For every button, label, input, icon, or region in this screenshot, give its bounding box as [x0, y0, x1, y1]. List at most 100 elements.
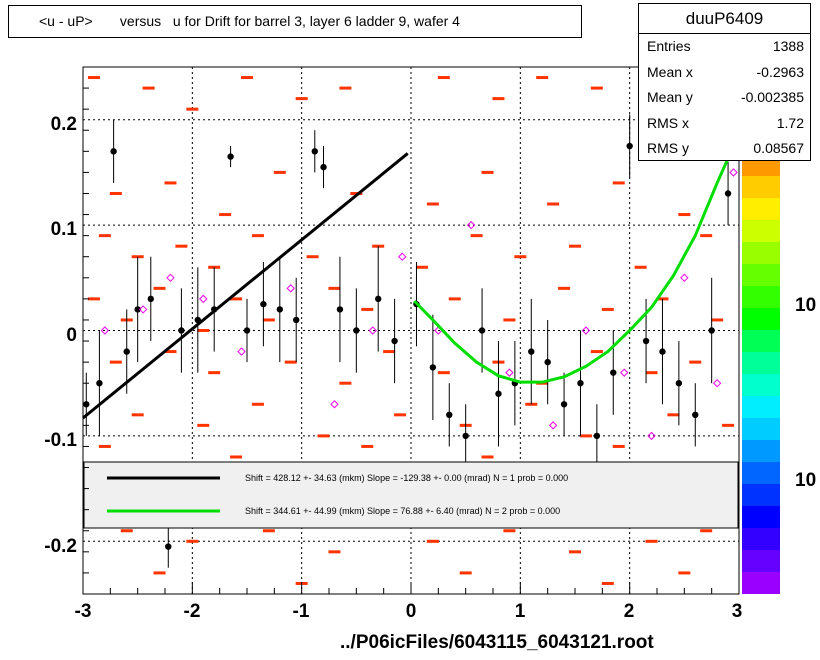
profile-point — [110, 148, 117, 155]
x-tick-label: 1 — [515, 601, 526, 622]
plot-title: <u - uP> versus u for Drift for barrel 3… — [8, 5, 582, 38]
stats-title: duuP6409 — [639, 4, 810, 34]
histogram-cell — [262, 318, 275, 322]
file-path-label: ../P06icFiles/6043115_6043121.root — [340, 632, 654, 653]
histogram-cell — [503, 318, 516, 322]
histogram-cell — [667, 413, 680, 417]
profile-point — [147, 295, 154, 303]
profile-point — [462, 432, 469, 440]
open-marker — [647, 431, 656, 441]
profile-point — [320, 163, 327, 171]
open-marker — [166, 273, 175, 283]
histogram-cell — [241, 76, 253, 80]
profile-point — [96, 380, 103, 387]
profile-point — [336, 306, 344, 313]
histogram-cell — [186, 107, 199, 111]
profile-point — [429, 364, 437, 371]
profile-point — [495, 390, 502, 397]
profile-point — [353, 327, 360, 334]
profile-point — [478, 327, 486, 334]
fit-lines — [82, 145, 735, 420]
histogram-cell — [87, 297, 100, 301]
open-marker — [199, 294, 208, 304]
stats-value: -0.002385 — [740, 89, 804, 105]
stats-row: Mean y -0.002385 — [639, 85, 810, 111]
histogram-cell — [273, 170, 286, 174]
open-marker — [619, 368, 629, 377]
stats-box: duuP6409 Entries 1388 Mean x -0.2963 Mea… — [638, 3, 811, 161]
histogram-cell — [612, 444, 625, 448]
histogram-cell — [153, 286, 166, 290]
profile-point — [123, 348, 130, 355]
histogram-cell — [186, 539, 199, 543]
stats-row: Mean x -0.2963 — [639, 60, 810, 86]
open-marker — [138, 305, 148, 314]
open-marker — [729, 168, 738, 177]
histogram-cell — [251, 234, 264, 238]
profile-point — [610, 369, 617, 376]
open-marker — [330, 400, 339, 409]
stats-value: 1.72 — [776, 114, 804, 131]
histogram-cell — [678, 571, 691, 575]
histogram-cell — [142, 86, 155, 90]
fit-legend: Shift = 428.12 +- 34.63 (mkm) Slope = -1… — [83, 461, 739, 529]
histogram-cell — [601, 581, 614, 585]
histogram-cell — [120, 529, 133, 533]
histogram-cell — [558, 286, 571, 290]
profile-point — [659, 348, 666, 355]
histogram-cell — [295, 97, 308, 101]
histogram-cell — [503, 529, 516, 533]
histogram-cell — [317, 434, 330, 438]
histogram-cell — [197, 329, 210, 332]
legend-box — [83, 461, 739, 529]
histogram-cell — [98, 234, 111, 238]
profile-point — [560, 401, 568, 408]
profile-point — [134, 306, 141, 313]
profile-point — [311, 148, 318, 155]
stats-key: RMS x — [647, 114, 689, 131]
histogram-cell — [394, 413, 407, 417]
histogram-cell — [251, 402, 264, 406]
open-marker — [581, 326, 591, 335]
histogram-cell — [448, 297, 461, 301]
histogram-cell — [339, 381, 352, 385]
open-marker — [398, 252, 407, 261]
fit-curve-2 — [413, 145, 735, 384]
colorbar-label: 10 — [795, 470, 816, 491]
histogram-cell — [426, 539, 439, 543]
profile-point — [446, 411, 453, 419]
open-marker — [712, 378, 722, 388]
profile-point — [577, 380, 584, 387]
stats-row: RMS x 1.72 — [639, 111, 810, 137]
open-marker — [680, 273, 689, 283]
histogram-cell — [459, 571, 472, 575]
histogram-cell — [208, 371, 221, 375]
histogram-cell — [700, 234, 713, 238]
histogram-cell — [722, 423, 735, 427]
histogram-cell — [230, 297, 243, 301]
color-scale: 10 10 — [742, 160, 816, 594]
profile-point — [642, 337, 650, 345]
histogram-cell — [590, 350, 603, 354]
profile-point — [227, 153, 234, 160]
histogram-cell — [437, 76, 450, 80]
histogram-cell — [109, 360, 122, 364]
histogram-cell — [481, 170, 494, 174]
stats-key: RMS y — [647, 140, 689, 156]
profile-point — [165, 543, 172, 550]
open-marker — [466, 220, 476, 230]
histogram-cell — [262, 529, 275, 533]
histogram-cell — [514, 255, 527, 259]
profile-point — [375, 295, 382, 303]
open-marker — [237, 347, 246, 356]
histogram-cell — [470, 234, 483, 238]
histogram-cell — [339, 86, 352, 90]
histogram-cell — [700, 529, 713, 533]
histogram-cell — [361, 444, 374, 448]
x-tick-label: -2 — [184, 601, 201, 622]
histogram-cell — [569, 244, 581, 248]
x-tick-label: -1 — [293, 601, 310, 622]
profile-point — [276, 306, 283, 313]
histogram-cell — [328, 286, 341, 290]
profile-point — [391, 337, 398, 345]
